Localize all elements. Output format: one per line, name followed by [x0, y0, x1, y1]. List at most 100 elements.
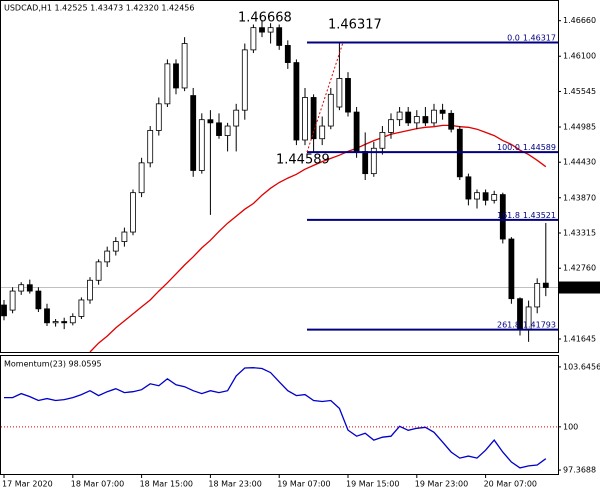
x-tick-label: 19 Mar 15:00: [346, 480, 399, 489]
x-tick-label: 19 Mar 07:00: [277, 480, 330, 489]
x-tick-label: 18 Mar 23:00: [208, 480, 261, 489]
candle-body: [78, 299, 85, 317]
candle-body: [302, 97, 308, 141]
x-tick-label: 17 Mar 2020: [2, 480, 53, 489]
y-tick-label: 1.44985: [563, 122, 596, 131]
moving-average: [89, 124, 547, 353]
candle-body: [1, 304, 7, 317]
candle-body: [44, 308, 50, 324]
fib-label: 0.0 1.46317: [507, 33, 556, 42]
fib-level: 261.8: [497, 320, 520, 329]
candle-body: [284, 45, 291, 63]
candle-body: [87, 279, 93, 301]
momentum-line: [4, 367, 547, 469]
annotation: 1.46317: [328, 18, 382, 33]
candle-body: [336, 78, 343, 108]
candle-body: [405, 111, 412, 124]
candle-body: [224, 125, 231, 136]
candle-body: [155, 103, 162, 131]
current-price-label: 1.42456: [563, 283, 596, 292]
candle-body: [190, 95, 197, 171]
candle-body: [422, 116, 429, 124]
candle-body: [112, 241, 119, 252]
x-tick-label: 20 Mar 07:00: [484, 480, 537, 489]
candle-body: [121, 231, 128, 242]
candle-body: [173, 63, 179, 89]
candle-body: [310, 97, 317, 140]
candle-body: [499, 194, 506, 240]
fib-price: 1.41793: [523, 320, 556, 329]
candle-body: [327, 93, 334, 127]
candle-body: [241, 49, 248, 111]
candle-body: [379, 131, 386, 149]
candle-body: [439, 109, 446, 114]
candle-body: [465, 176, 472, 200]
candle-body: [293, 62, 300, 141]
candle-body: [276, 27, 283, 46]
fib-label: 100.0 1.44589: [497, 143, 556, 152]
candle-body: [18, 284, 25, 292]
candle-body: [319, 125, 326, 140]
y-tick-label: 1.46660: [563, 16, 596, 25]
candle-body: [9, 290, 16, 311]
candle-body: [130, 192, 136, 233]
x-tick-label: 18 Mar 15:00: [140, 480, 193, 489]
candle-body: [353, 111, 360, 152]
y-tick-label: 97.3688: [563, 466, 596, 475]
fib-label: 161.8 1.43521: [497, 210, 556, 219]
candle-body: [26, 284, 33, 292]
y-tick-label: 100: [563, 422, 578, 431]
candle-body: [508, 238, 515, 300]
y-tick-label: 1.44430: [563, 158, 596, 167]
candle-body: [95, 261, 102, 281]
price-box: [559, 281, 600, 294]
y-tick-label: 1.45545: [563, 87, 596, 96]
candle-body: [542, 282, 549, 288]
fib-level: 161.8: [497, 210, 520, 219]
candle-body: [362, 151, 369, 175]
x-tick-label: 19 Mar 23:00: [415, 480, 468, 489]
fib-level: 100.0: [497, 143, 520, 152]
y-tick-label: 1.43315: [563, 228, 596, 237]
candle-body: [164, 63, 171, 105]
candle-body: [198, 119, 205, 171]
candle-body: [431, 109, 437, 124]
fib-price: 1.46317: [523, 33, 556, 42]
candle-body: [474, 192, 480, 200]
candle-body: [216, 122, 222, 136]
fib-level: 0.0: [507, 33, 520, 42]
y-tick-label: 103.6456: [563, 362, 600, 371]
fib-label: 261.8 1.41793: [497, 320, 556, 329]
candle-body: [448, 112, 455, 130]
indicator-title: Momentum(23) 98.0595: [4, 360, 102, 369]
candle-body: [35, 290, 42, 310]
fib-price: 1.43521: [523, 210, 556, 219]
candle-body: [69, 316, 76, 324]
candle-body: [52, 321, 59, 324]
candle-body: [482, 192, 489, 201]
candle-body: [147, 130, 154, 164]
momentum-panel: [0, 355, 559, 475]
candle-body: [534, 283, 541, 308]
annotation: 1.44589: [276, 153, 330, 168]
y-tick-label: 1.43870: [563, 193, 596, 202]
candle-body: [233, 109, 240, 127]
y-tick-label: 1.46100: [563, 52, 596, 61]
annotation: 1.46668: [238, 11, 292, 26]
fib-price: 1.44589: [523, 143, 556, 152]
candle-body: [61, 321, 68, 324]
candle-body: [413, 116, 420, 124]
candle-body: [259, 27, 265, 33]
chart-title: USDCAD,H1 1.42525 1.43473 1.42320 1.4245…: [4, 4, 194, 13]
candle-body: [388, 119, 394, 133]
candle-body: [267, 27, 274, 33]
y-tick-label: 1.41645: [563, 334, 596, 343]
candle-body: [396, 111, 403, 121]
candle-body: [207, 119, 214, 124]
candle-body: [491, 194, 498, 201]
candle-body: [181, 43, 188, 89]
x-tick-label: 18 Mar 07:00: [71, 480, 124, 489]
candle-body: [345, 78, 351, 113]
y-tick-label: 1.42760: [563, 264, 596, 273]
candle-body: [370, 147, 377, 175]
